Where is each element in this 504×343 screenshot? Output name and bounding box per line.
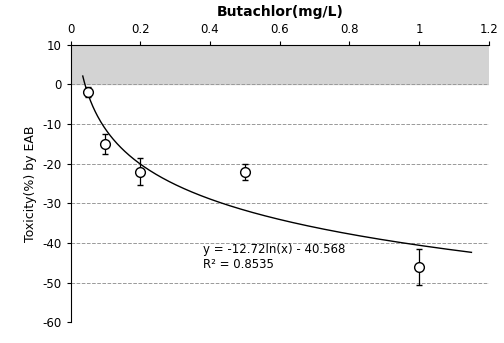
Text: y = -12.72ln(x) - 40.568
R² = 0.8535: y = -12.72ln(x) - 40.568 R² = 0.8535: [203, 243, 345, 271]
X-axis label: Butachlor(mg/L): Butachlor(mg/L): [216, 4, 343, 19]
Bar: [71, 45, 489, 84]
Y-axis label: Toxicity(%) by EAB: Toxicity(%) by EAB: [24, 125, 37, 242]
